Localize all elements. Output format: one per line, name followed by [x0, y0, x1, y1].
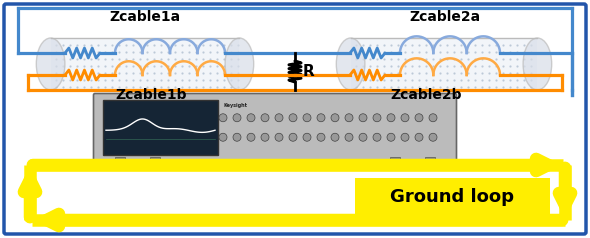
- Circle shape: [289, 133, 297, 141]
- Circle shape: [247, 133, 255, 141]
- FancyBboxPatch shape: [4, 4, 586, 234]
- Circle shape: [275, 114, 283, 122]
- Circle shape: [261, 114, 269, 122]
- Circle shape: [275, 133, 283, 141]
- Circle shape: [331, 114, 339, 122]
- Circle shape: [233, 114, 241, 122]
- Circle shape: [317, 114, 325, 122]
- Text: Ground loop: Ground loop: [390, 188, 514, 206]
- Bar: [350, 38, 537, 90]
- Bar: [115, 157, 125, 165]
- Ellipse shape: [336, 38, 365, 90]
- Circle shape: [373, 114, 381, 122]
- Circle shape: [331, 133, 339, 141]
- Circle shape: [303, 133, 311, 141]
- Circle shape: [219, 114, 227, 122]
- Circle shape: [345, 133, 353, 141]
- Text: R: R: [303, 64, 314, 79]
- Text: Zcable1b: Zcable1b: [115, 88, 186, 102]
- Circle shape: [359, 114, 367, 122]
- Circle shape: [415, 133, 423, 141]
- Text: Zcable2a: Zcable2a: [409, 10, 481, 24]
- Circle shape: [373, 133, 381, 141]
- Text: Keysight: Keysight: [223, 103, 247, 108]
- Circle shape: [359, 133, 367, 141]
- Ellipse shape: [523, 38, 552, 90]
- Circle shape: [401, 133, 409, 141]
- Bar: [150, 157, 160, 165]
- Circle shape: [387, 114, 395, 122]
- Circle shape: [429, 133, 437, 141]
- Circle shape: [401, 114, 409, 122]
- Bar: [51, 38, 240, 90]
- Circle shape: [219, 133, 227, 141]
- Bar: [355, 178, 550, 216]
- Circle shape: [429, 114, 437, 122]
- Circle shape: [247, 114, 255, 122]
- Circle shape: [233, 133, 241, 141]
- Circle shape: [303, 114, 311, 122]
- Circle shape: [261, 133, 269, 141]
- Circle shape: [289, 114, 297, 122]
- Circle shape: [387, 133, 395, 141]
- Bar: [425, 157, 435, 165]
- Ellipse shape: [225, 38, 254, 90]
- Bar: [390, 157, 400, 165]
- Circle shape: [345, 114, 353, 122]
- FancyBboxPatch shape: [93, 94, 457, 162]
- Ellipse shape: [37, 38, 65, 90]
- Bar: [103, 100, 218, 155]
- Text: Zcable2b: Zcable2b: [390, 88, 461, 102]
- Circle shape: [317, 133, 325, 141]
- Circle shape: [415, 114, 423, 122]
- Text: Zcable1a: Zcable1a: [109, 10, 181, 24]
